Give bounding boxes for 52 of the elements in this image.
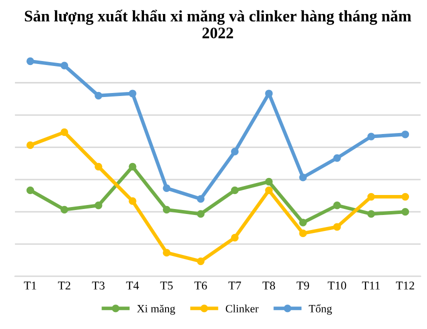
point <box>367 192 375 201</box>
point <box>230 234 239 242</box>
point <box>265 90 273 98</box>
point <box>367 210 375 218</box>
legend-label: Tổng <box>308 304 332 315</box>
point <box>333 202 341 210</box>
point <box>333 223 341 231</box>
point <box>60 206 68 214</box>
x-tick-label: T10 <box>328 282 346 290</box>
point <box>401 192 410 201</box>
point <box>128 162 136 170</box>
x-tick-label: T5 <box>160 282 173 290</box>
point <box>128 90 136 98</box>
x-tick-label: T1 <box>24 282 36 290</box>
point <box>60 62 68 70</box>
x-tick-label: T9 <box>296 282 310 290</box>
x-tick-label: T6 <box>194 282 207 290</box>
x-tick-label: T11 <box>362 282 380 290</box>
point <box>196 257 205 266</box>
point <box>196 210 205 218</box>
point <box>367 132 375 140</box>
point <box>230 186 239 194</box>
point <box>230 148 239 156</box>
legend-label: Clinker <box>226 304 259 312</box>
point <box>299 230 307 238</box>
x-tick-label: T3 <box>92 282 105 290</box>
point <box>26 57 34 66</box>
point <box>128 197 136 205</box>
point <box>94 162 102 170</box>
point <box>401 130 410 138</box>
point <box>162 184 170 192</box>
point <box>299 174 307 182</box>
x-tick-label: T4 <box>126 282 139 290</box>
point <box>60 128 68 136</box>
point <box>162 206 170 214</box>
point <box>333 154 341 162</box>
point <box>162 248 170 257</box>
point <box>94 202 102 210</box>
x-tick-label: T7 <box>228 282 242 290</box>
point <box>265 178 273 186</box>
point <box>196 195 205 203</box>
x-tick-label: T8 <box>262 282 276 290</box>
x-tick-label: T2 <box>58 282 70 290</box>
legend-label: Xi măng <box>137 304 176 315</box>
point <box>26 141 34 149</box>
point <box>265 186 273 194</box>
point <box>401 208 410 216</box>
point <box>26 186 34 194</box>
point <box>299 218 307 226</box>
chart-title: Sản lượng xuất khẩu xi măng và clinker hàng tháng năm 2022 <box>24 10 412 38</box>
point <box>94 92 102 100</box>
x-tick-label: T12 <box>396 282 414 290</box>
